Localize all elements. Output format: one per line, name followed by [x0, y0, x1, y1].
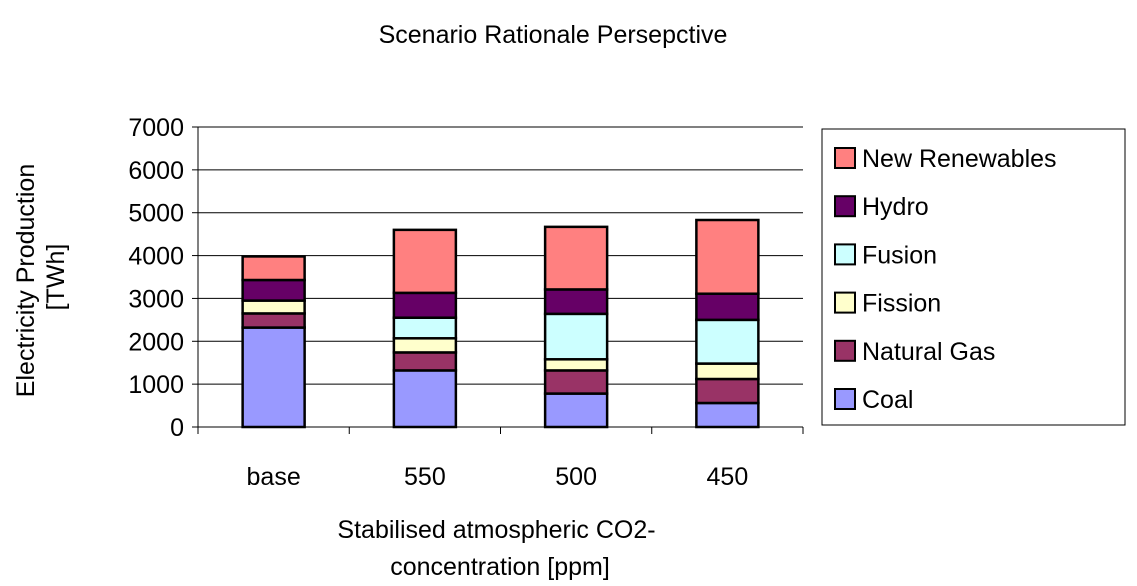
y-tick-label: 7000 [128, 114, 184, 142]
y-tick-label: 3000 [128, 285, 184, 313]
bar-segment-natural-gas [695, 377, 760, 405]
bar-segment-coal [241, 326, 306, 429]
y-tick-label: 4000 [128, 243, 184, 271]
x-tick-label: base [247, 463, 301, 491]
legend-label-fission: Fission [862, 290, 941, 318]
y-axis-title: Electricity Production [TWh] [12, 157, 70, 397]
y-axis-title-line-1: Electricity Production [12, 164, 40, 397]
x-tick-label: 450 [707, 463, 749, 491]
x-axis-title-line-2: concentration [ppm] [390, 553, 610, 581]
bar-segment-natural-gas [392, 351, 458, 372]
legend-label-natural-gas: Natural Gas [862, 338, 995, 366]
bar-segment-coal [543, 392, 609, 429]
legend-swatch-fission [834, 291, 856, 314]
legend-swatch-new-renewables [834, 147, 856, 169]
bar-segment-hydro [543, 288, 609, 316]
bar-segment-new-renewables [392, 228, 458, 295]
y-tick-label: 1000 [128, 371, 184, 399]
bar-segment-hydro [695, 292, 760, 322]
legend-swatch-natural-gas [834, 339, 856, 362]
legend: New Renewables Hydro Fusion Fission Natural … [834, 145, 1057, 414]
bars [241, 218, 760, 429]
y-tick-label: 2000 [128, 328, 184, 356]
legend-swatch-coal [834, 388, 856, 410]
bar-segment-hydro [392, 291, 458, 319]
legend-box [821, 128, 1126, 426]
x-axis-title-line-1: Stabilised atmospheric CO2- [337, 516, 655, 544]
x-axis-ticks: base 550 500 450 [197, 427, 804, 491]
bar-segment-fusion [543, 312, 609, 361]
bar-segment-new-renewables [543, 225, 609, 291]
y-axis-ticks: 0 1000 2000 3000 4000 5000 6000 7000 [128, 114, 198, 442]
legend-swatch-fusion [834, 243, 856, 266]
bar-segment-coal [695, 401, 760, 429]
bar-segment-fusion [695, 318, 760, 365]
bar-segment-fission [695, 362, 760, 381]
y-tick-label: 5000 [128, 200, 184, 228]
legend-label-fusion: Fusion [862, 241, 937, 269]
legend-label-hydro: Hydro [862, 193, 929, 221]
bar-segment-natural-gas [241, 312, 306, 329]
x-tick-label: 500 [555, 463, 597, 491]
bar-segment-new-renewables [695, 218, 760, 295]
bar-segment-hydro [241, 278, 306, 302]
y-axis-title-line-2: [TWh] [42, 244, 70, 311]
bar-segment-fission [241, 299, 306, 315]
bar-segment-fission [392, 337, 458, 354]
bar-segment-fusion [392, 316, 458, 340]
legend-label-new-renewables: New Renewables [862, 145, 1057, 173]
bar-segment-fission [543, 358, 609, 372]
bar-segment-new-renewables [241, 255, 306, 282]
y-tick-label: 6000 [128, 157, 184, 185]
legend-swatch-hydro [834, 195, 856, 218]
bar-segment-coal [392, 369, 458, 429]
y-tick-label: 0 [170, 414, 184, 442]
chart-title: Scenario Rationale Persepctive [379, 21, 728, 49]
bar-segment-natural-gas [543, 369, 609, 395]
legend-label-coal: Coal [862, 386, 913, 414]
x-tick-label: 550 [404, 463, 446, 491]
x-axis-title: Stabilised atmospheric CO2- concentratio… [337, 516, 662, 581]
